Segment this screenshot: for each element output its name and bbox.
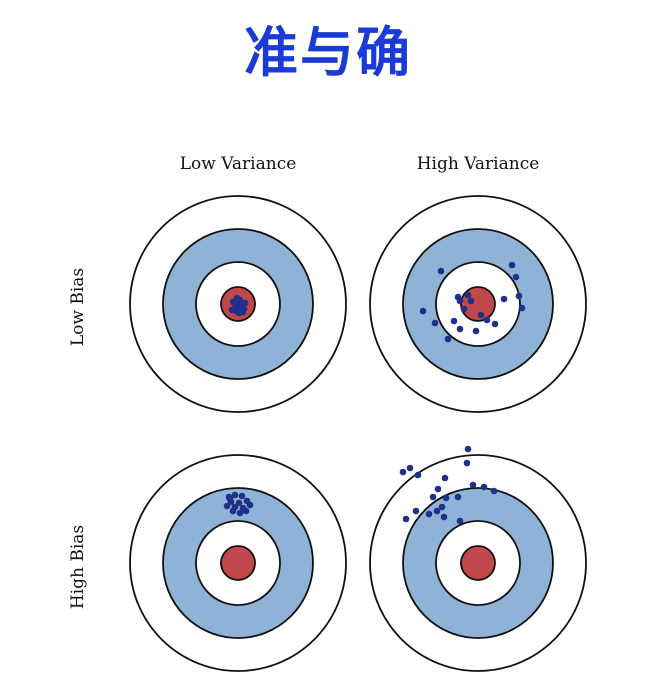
shot-point (480, 483, 488, 491)
shot-point (508, 261, 516, 269)
shot-point (456, 517, 464, 525)
shot-point (229, 298, 237, 306)
shot-point (231, 491, 239, 499)
shot-point (228, 306, 236, 314)
shot-point (229, 507, 237, 515)
shot-point (414, 471, 422, 479)
shot-point (483, 316, 491, 324)
shot-point (472, 327, 480, 335)
shot-point (450, 317, 458, 325)
shot-point (434, 485, 442, 493)
bullseye (220, 545, 256, 581)
shot-point (241, 299, 249, 307)
bullseye (460, 545, 496, 581)
shot-point (469, 481, 477, 489)
target-low-bias-low-variance (129, 195, 347, 413)
shot-point (223, 502, 231, 510)
shot-point (431, 319, 439, 327)
target-high-bias-low-variance (129, 454, 347, 672)
target-high-bias-high-variance (369, 445, 587, 672)
shot-point (235, 499, 243, 507)
shot-point (412, 507, 420, 515)
shot-point (463, 459, 471, 467)
shot-point (425, 510, 433, 518)
column-label-low-variance: Low Variance (179, 154, 297, 174)
shot-point (441, 474, 449, 482)
shot-point (500, 295, 508, 303)
shot-point (233, 294, 241, 302)
shot-point (512, 273, 520, 281)
shot-point (467, 297, 475, 305)
shot-point (406, 464, 414, 472)
shot-point (399, 468, 407, 476)
shot-point (433, 507, 441, 515)
shot-point (402, 515, 410, 523)
shot-point (438, 503, 446, 511)
shot-point (419, 307, 427, 315)
shot-point (491, 320, 499, 328)
target-low-bias-high-variance (369, 195, 587, 413)
shot-point (456, 297, 464, 305)
shot-point (440, 513, 448, 521)
page-title: 准与确 (244, 21, 412, 84)
shot-point (464, 291, 472, 299)
shot-point (515, 292, 523, 300)
shot-point (437, 267, 445, 275)
shot-point (226, 495, 234, 503)
shot-point (239, 308, 247, 316)
shot-point (442, 494, 450, 502)
shot-point (460, 305, 468, 313)
shot-point (454, 493, 462, 501)
shot-point (242, 507, 250, 515)
shot-point (429, 493, 437, 501)
shot-point (464, 445, 472, 453)
shot-point (490, 487, 498, 495)
shot-point (518, 304, 526, 312)
column-label-high-variance: High Variance (416, 154, 540, 174)
targets-layer (129, 195, 587, 672)
shot-point (238, 492, 246, 500)
shot-point (456, 325, 464, 333)
shot-point (477, 311, 485, 319)
shot-point (246, 501, 254, 509)
shot-point (236, 509, 244, 517)
shot-point (444, 335, 452, 343)
shot-point (237, 303, 245, 311)
